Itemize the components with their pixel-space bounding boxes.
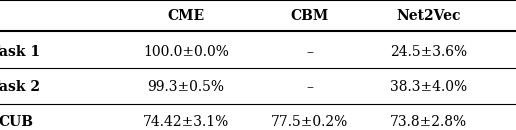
Text: CUB: CUB: [0, 115, 33, 129]
Text: CBM: CBM: [291, 9, 329, 23]
Text: 38.3±4.0%: 38.3±4.0%: [390, 80, 467, 94]
Text: –: –: [306, 45, 313, 59]
Text: 77.5±0.2%: 77.5±0.2%: [271, 115, 348, 129]
Text: Net2Vec: Net2Vec: [396, 9, 460, 23]
Text: 74.42±3.1%: 74.42±3.1%: [142, 115, 229, 129]
Text: –: –: [306, 80, 313, 94]
Text: 99.3±0.5%: 99.3±0.5%: [147, 80, 224, 94]
Text: 24.5±3.6%: 24.5±3.6%: [390, 45, 467, 59]
Text: 73.8±2.8%: 73.8±2.8%: [390, 115, 467, 129]
Text: Task 1: Task 1: [0, 45, 41, 59]
Text: 100.0±0.0%: 100.0±0.0%: [143, 45, 229, 59]
Text: Task 2: Task 2: [0, 80, 40, 94]
Text: CME: CME: [167, 9, 204, 23]
